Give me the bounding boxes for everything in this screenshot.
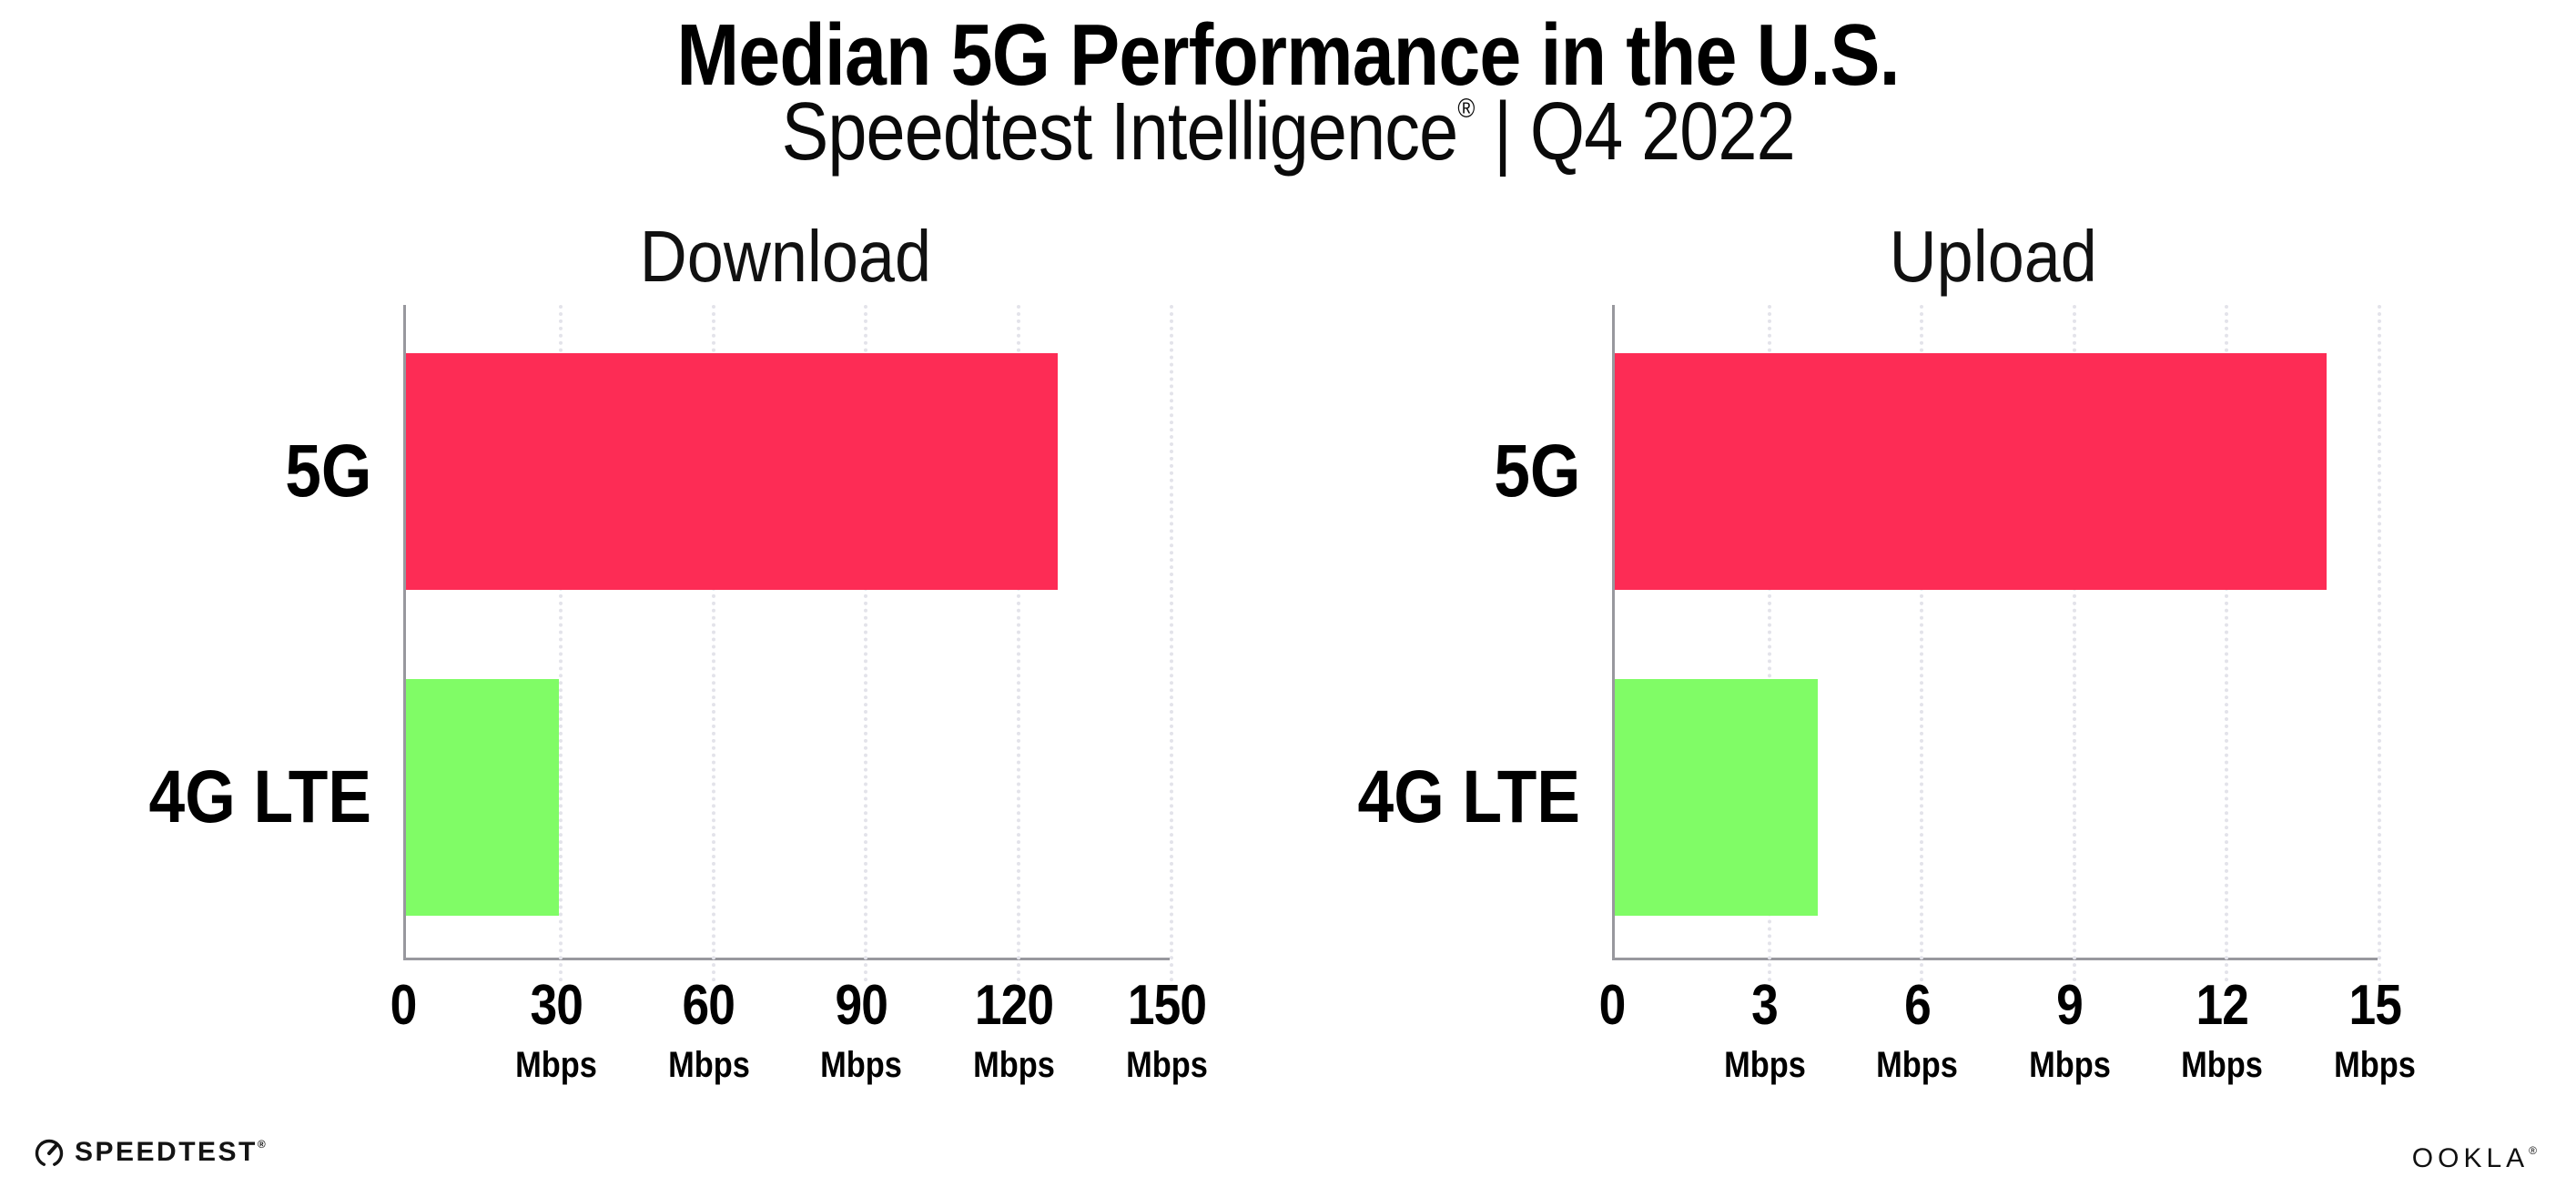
upload-tick-0: 0 xyxy=(1598,974,1627,1037)
upload-category-label-5g: 5G xyxy=(1493,430,1580,512)
subtitle-period: | Q4 2022 xyxy=(1475,86,1796,178)
download-tick-150: 150 Mbps xyxy=(1126,974,1208,1085)
download-tick-90: 90 Mbps xyxy=(820,974,903,1085)
download-bar-4g-lte xyxy=(406,679,559,916)
download-category-label-4g-lte: 4G LTE xyxy=(148,756,371,838)
download-tick-120: 120 Mbps xyxy=(973,974,1056,1085)
download-tick-0: 0 xyxy=(390,974,418,1037)
download-category-label-5g: 5G xyxy=(284,430,371,512)
download-chart-title: Download xyxy=(639,216,931,297)
subtitle-brand: Speedtest Intelligence xyxy=(781,86,1458,178)
upload-category-label-4g-lte: 4G LTE xyxy=(1357,756,1580,838)
upload-tick-12: 12 Mbps xyxy=(2181,974,2264,1085)
upload-gridline-6 xyxy=(1920,305,1924,982)
download-plot-area xyxy=(403,305,1173,982)
ookla-logo: OOKLA® xyxy=(2412,1143,2541,1174)
download-gridline-60 xyxy=(711,305,715,982)
registered-trademark-mark: ® xyxy=(1457,94,1476,124)
speedtest-logo: SPEEDTEST® xyxy=(33,1136,268,1169)
upload-gridline-3 xyxy=(1767,305,1771,982)
upload-tick-15: 15 Mbps xyxy=(2334,974,2416,1085)
speedtest-gauge-icon xyxy=(35,1139,64,1168)
upload-bar-4g-lte xyxy=(1615,679,1819,916)
upload-chart-title: Upload xyxy=(1889,216,2098,297)
ookla-wordmark: OOKLA xyxy=(2411,1143,2530,1173)
page-subtitle: Speedtest Intelligence® | Q4 2022 xyxy=(0,87,2576,178)
upload-gridline-9 xyxy=(2072,305,2076,982)
upload-gridline-15 xyxy=(2378,305,2381,982)
upload-plot-area xyxy=(1612,305,2381,982)
upload-x-axis-ticks: 0 3 Mbps 6 Mbps 9 Mbps 12 Mbps 15 Mbps xyxy=(1599,974,2416,1123)
upload-bar-5g xyxy=(1615,353,2328,590)
download-bar-5g xyxy=(406,353,1058,590)
speedtest-trademark-mark: ® xyxy=(257,1138,269,1151)
download-gridline-120 xyxy=(1017,305,1021,982)
page-title: Median 5G Performance in the U.S. xyxy=(676,6,1900,104)
ookla-trademark-mark: ® xyxy=(2529,1144,2541,1157)
download-gridline-150 xyxy=(1170,305,1173,982)
upload-tick-3: 3 Mbps xyxy=(1723,974,1806,1085)
speedtest-wordmark: SPEEDTEST® xyxy=(75,1137,269,1167)
upload-tick-6: 6 Mbps xyxy=(1876,974,1959,1085)
upload-tick-9: 9 Mbps xyxy=(2028,974,2111,1085)
download-tick-60: 60 Mbps xyxy=(667,974,750,1085)
download-gridline-90 xyxy=(864,305,868,982)
download-x-axis-ticks: 0 30 Mbps 60 Mbps 90 Mbps 120 Mbps 150 M… xyxy=(390,974,1208,1123)
download-gridline-30 xyxy=(558,305,563,982)
upload-gridline-12 xyxy=(2225,305,2229,982)
download-tick-30: 30 Mbps xyxy=(514,974,597,1085)
